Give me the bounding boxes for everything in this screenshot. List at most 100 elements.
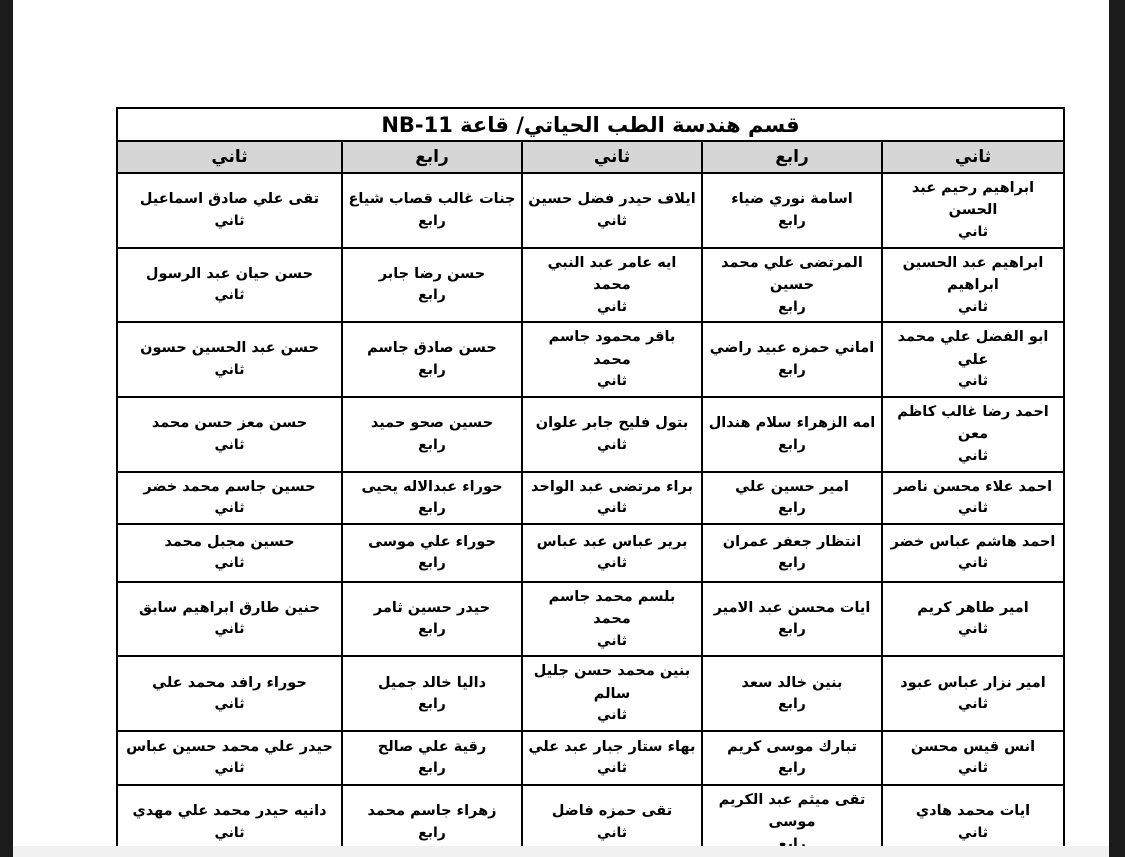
table-row: ابراهيم رحيم عبد الحسن ثاني اسامة نوري ضيا… <box>115 172 1065 249</box>
student-cell: ابراهيم رحيم عبد الحسن ثاني <box>881 172 1065 249</box>
student-level: رابع <box>418 212 446 229</box>
table-row: احمد رضا غالب كاظم معن ثاني امه الزهراء سل… <box>115 395 1065 473</box>
student-cell: حسين جاسم محمد خضر ثاني <box>115 470 344 525</box>
student-cell: انتظار جعفر عمران رابع <box>701 522 883 583</box>
student-level: رابع <box>418 499 446 516</box>
student-cell: ابراهيم عبد الحسين ابراهيم ثاني <box>881 246 1065 324</box>
student-name: باقر محمود جاسم محمد <box>548 329 676 368</box>
student-name: حسن معز حسن محمد <box>151 415 308 432</box>
student-level: رابع <box>778 361 806 378</box>
student-level: ثاني <box>958 373 988 390</box>
student-cell: حسن حيان عبد الرسول ثاني <box>115 246 344 324</box>
student-name: حوراء عبدالاله يحيى <box>361 478 503 495</box>
student-level: رابع <box>778 555 806 572</box>
student-cell: حسين مجبل محمد ثاني <box>115 522 344 583</box>
student-cell: اسامة نوري ضياء رابع <box>701 172 883 249</box>
student-cell: حيدر حسين ثامر رابع <box>341 580 523 658</box>
student-cell: تقى علي صادق اسماعيل ثاني <box>115 172 344 249</box>
student-name: ايه عامر عبد النبي محمد <box>547 254 677 294</box>
student-level: ثاني <box>214 499 245 516</box>
student-name: احمد علاء محسن ناصر <box>893 478 1053 495</box>
student-cell: بتول فليح جابر علوان ثاني <box>521 395 703 473</box>
column-header-2: رابع <box>701 140 883 174</box>
student-cell: حسن صادق جاسم رابع <box>341 321 523 398</box>
student-name: حسين مجبل محمد <box>164 533 295 550</box>
student-cell: باقر محمود جاسم محمد ثاني <box>521 321 703 398</box>
student-level: رابع <box>418 824 446 841</box>
student-level: رابع <box>778 621 806 638</box>
student-cell: ايات محمد هادي ثاني <box>881 783 1065 857</box>
student-name: ايلاف حيدر فضل حسين <box>528 191 696 208</box>
student-name: حنين طارق ابراهيم سابق <box>139 599 320 616</box>
student-level: ثاني <box>214 212 245 229</box>
screen-bottom-strip <box>13 846 1109 857</box>
student-cell: حيدر علي محمد حسين عباس ثاني <box>115 729 344 786</box>
student-name: حوراء علي موسى <box>368 533 496 550</box>
student-name: ابراهيم عبد الحسين ابراهيم <box>902 254 1044 294</box>
student-cell: امير حسين علي رابع <box>701 470 883 525</box>
table-row: امير طاهر كريم ثاني ايات محسن عبد الامير را… <box>115 580 1065 658</box>
student-level: رابع <box>778 298 806 315</box>
student-cell: ايلاف حيدر فضل حسين ثاني <box>521 172 703 249</box>
header-row: ثاني رابع ثاني رابع ثاني <box>115 140 1065 174</box>
student-roster-table: قسم هندسة الطب الحياتي/ قاعة NB-11 ثاني … <box>115 107 1066 857</box>
student-cell: حوراء علي موسى رابع <box>341 522 523 583</box>
student-cell: دانيه حيدر محمد علي مهدي ثاني <box>115 783 344 857</box>
student-name: حسن رضا جابر <box>378 265 486 282</box>
student-name: بهاء ستار جبار عبد علي <box>528 738 696 755</box>
student-level: ثاني <box>597 555 627 572</box>
column-header-1: ثاني <box>881 140 1065 174</box>
student-cell: حسين صحو حميد رابع <box>341 395 523 473</box>
student-name: حوراء رافد محمد علي <box>152 674 307 691</box>
student-cell: حوراء رافد محمد علي ثاني <box>115 655 344 732</box>
student-name: بنين خالد سعد <box>741 674 843 691</box>
student-name: حسين جاسم محمد خضر <box>143 478 316 495</box>
student-name: حيدر حسين ثامر <box>373 599 491 616</box>
student-name: ايات محسن عبد الامير <box>713 599 871 616</box>
student-cell: امير نزار عباس عبود ثاني <box>881 655 1065 732</box>
student-name: امير نزار عباس عبود <box>900 674 1046 691</box>
student-name: حيدر علي محمد حسين عباس <box>126 738 333 755</box>
student-name: بلسم محمد جاسم محمد <box>548 588 676 628</box>
student-level: ثاني <box>214 760 245 777</box>
student-cell: حوراء عبدالاله يحيى رابع <box>341 470 523 525</box>
table-row: احمد هاشم عباس خضر ثاني انتظار جعفر عمران ر… <box>115 522 1065 583</box>
student-cell: تقى ميثم عبد الكريم موسى رابع <box>701 783 883 857</box>
student-level: ثاني <box>597 436 627 453</box>
screen-left-black-bar <box>0 0 13 857</box>
student-name: امه الزهراء سلام هندال <box>708 415 876 432</box>
student-level: ثاني <box>958 223 988 240</box>
student-level: ثاني <box>597 373 627 390</box>
student-cell: تبارك موسى كريم رابع <box>701 729 883 786</box>
student-cell: امير طاهر كريم ثاني <box>881 580 1065 658</box>
student-name: حسن عبد الحسين حسون <box>140 340 319 357</box>
student-level: ثاني <box>597 824 627 841</box>
student-cell: بنين خالد سعد رابع <box>701 655 883 732</box>
student-cell: تقى حمزه فاضل ثاني <box>521 783 703 857</box>
student-cell: انس قيس محسن ثاني <box>881 729 1065 786</box>
student-cell: احمد هاشم عباس خضر ثاني <box>881 522 1065 583</box>
student-level: ثاني <box>958 447 988 464</box>
student-cell: بلسم محمد جاسم محمد ثاني <box>521 580 703 658</box>
student-cell: امه الزهراء سلام هندال رابع <box>701 395 883 473</box>
student-level: ثاني <box>597 760 627 777</box>
table-head: قسم هندسة الطب الحياتي/ قاعة NB-11 ثاني … <box>115 107 1066 174</box>
student-level: رابع <box>418 287 446 304</box>
student-level: ثاني <box>958 499 988 516</box>
student-cell: رقية علي صالح رابع <box>341 729 523 786</box>
student-level: ثاني <box>597 632 627 649</box>
student-cell: احمد علاء محسن ناصر ثاني <box>881 470 1065 525</box>
student-name: امير طاهر كريم <box>917 599 1029 616</box>
student-level: ثاني <box>214 695 245 712</box>
page-title: قسم هندسة الطب الحياتي/ قاعة NB-11 <box>115 107 1066 142</box>
student-cell: بنين محمد حسن جليل سالم ثاني <box>521 655 703 732</box>
student-name: اسامة نوري ضياء <box>731 191 853 208</box>
student-level: ثاني <box>214 621 245 638</box>
student-name: تقى ميثم عبد الكريم موسى <box>718 791 866 831</box>
student-name: رقية علي صالح <box>377 738 487 755</box>
student-cell: براء مرتضى عبد الواحد ثاني <box>521 470 703 525</box>
student-name: تقى علي صادق اسماعيل <box>139 191 320 208</box>
student-level: ثاني <box>214 287 245 304</box>
student-cell: جنات غالب قصاب شياع رابع <box>341 172 523 249</box>
